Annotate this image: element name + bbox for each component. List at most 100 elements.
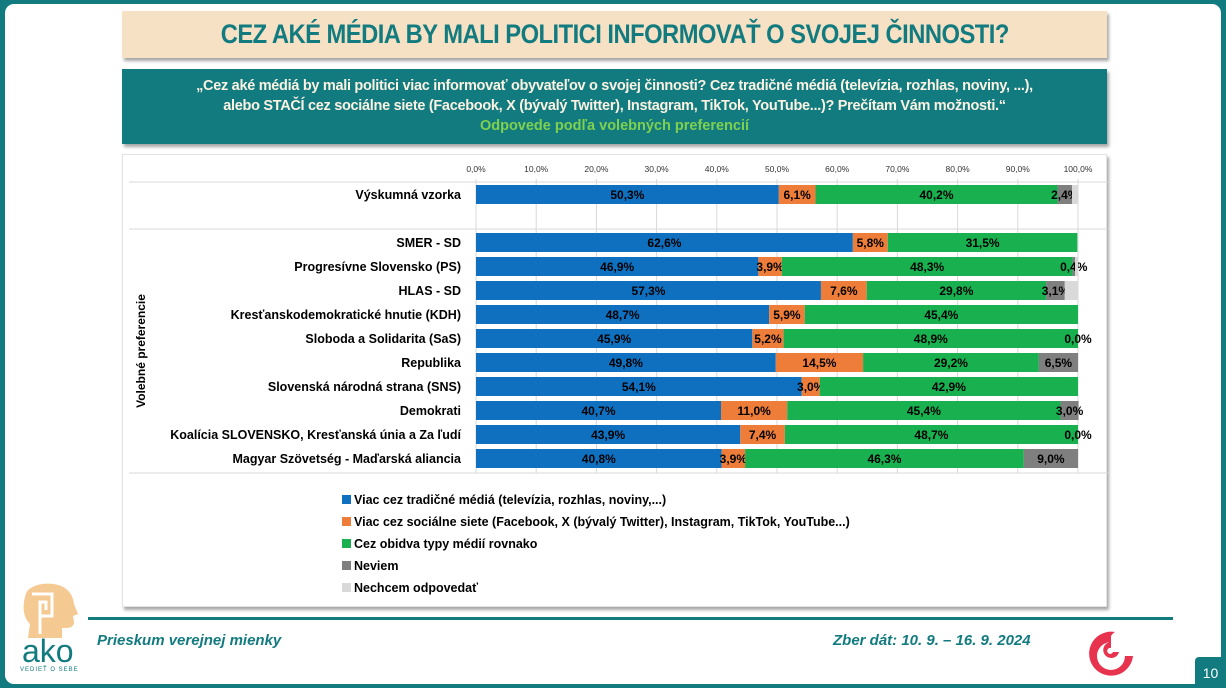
bar-segment bbox=[721, 449, 746, 468]
category-label: Slovenská národná strana (SNS) bbox=[268, 380, 461, 394]
bar-segment bbox=[476, 329, 753, 348]
data-label: 45,4% bbox=[924, 308, 958, 322]
x-tick-label: 90,0% bbox=[1006, 164, 1031, 174]
data-label: 49,8% bbox=[609, 356, 643, 370]
stacked-bar-chart: 0,0% 10,0% 20,0% 30,0% 40,0% 50,0% 60,0% 70,0% 8… bbox=[129, 164, 1108, 595]
data-label: 7,4% bbox=[749, 428, 777, 442]
bar-segment bbox=[740, 425, 785, 444]
category-label: Výskumná vzorka bbox=[355, 188, 462, 202]
ako-tagline: VEDIEŤ O SEBE bbox=[20, 667, 79, 673]
page-number: 10 bbox=[1195, 657, 1226, 688]
legend-swatch bbox=[342, 561, 351, 570]
footer-data-collection-date: Zber dát: 10. 9. – 16. 9. 2024 bbox=[833, 632, 1031, 649]
category-label: Sloboda a Solidarita (SaS) bbox=[305, 332, 461, 346]
bar-segment bbox=[775, 353, 864, 372]
question-line-1: „Cez aké médiá by mali politici viac inf… bbox=[196, 78, 1033, 94]
bar-segment bbox=[476, 233, 853, 252]
data-label: 29,8% bbox=[939, 284, 973, 298]
legend-swatch bbox=[342, 583, 351, 592]
footer-divider bbox=[88, 617, 1173, 620]
bar-segment bbox=[1064, 281, 1078, 300]
bar-segment bbox=[476, 425, 741, 444]
chart-panel: 0,0% 10,0% 20,0% 30,0% 40,0% 50,0% 60,0% 70,0% 8… bbox=[122, 154, 1108, 607]
data-label: 29,2% bbox=[934, 356, 968, 370]
title-banner: CEZ AKÉ MÉDIA BY MALI POLITICI INFORMOVA… bbox=[122, 11, 1107, 58]
x-tick-label: 100,0% bbox=[1064, 164, 1093, 174]
legend-swatch bbox=[342, 517, 351, 526]
bar-segment bbox=[476, 281, 821, 300]
data-label: 42,9% bbox=[932, 380, 966, 394]
category-label: Koalícia SLOVENSKO, Kresťanská únia a Za… bbox=[170, 428, 461, 442]
bar-segment bbox=[758, 257, 782, 276]
bar-segment bbox=[1046, 281, 1065, 300]
data-label: 3,9% bbox=[720, 452, 748, 466]
bar-segment bbox=[1077, 233, 1078, 252]
bar-segment bbox=[476, 449, 722, 468]
data-label: 7,6% bbox=[830, 284, 858, 298]
data-label: 50,3% bbox=[610, 188, 644, 202]
data-label: 0,0% bbox=[1064, 332, 1092, 346]
data-label: 45,4% bbox=[907, 404, 941, 418]
data-label: 3,1% bbox=[1042, 284, 1070, 298]
bar-segment bbox=[804, 305, 1078, 324]
bar-segment bbox=[1071, 185, 1078, 204]
data-label: 14,5% bbox=[802, 356, 836, 370]
legend-label: Nechcem odpovedať bbox=[354, 581, 478, 595]
data-label: 3,9% bbox=[756, 260, 784, 274]
data-label: 9,0% bbox=[1037, 452, 1065, 466]
bar-segment bbox=[476, 401, 722, 420]
footer-survey-label: Prieskum verejnej mienky bbox=[97, 632, 282, 649]
data-label: 0,4% bbox=[1060, 260, 1088, 274]
data-label: 40,2% bbox=[920, 188, 954, 202]
data-label: 6,5% bbox=[1045, 356, 1073, 370]
x-tick-label: 50,0% bbox=[765, 164, 790, 174]
category-label: Demokrati bbox=[400, 404, 461, 418]
x-tick-label: 80,0% bbox=[946, 164, 971, 174]
x-tick-label: 70,0% bbox=[885, 164, 910, 174]
data-label: 62,6% bbox=[647, 236, 681, 250]
question-subtitle: Odpovede podľa volebných preferencií bbox=[479, 118, 750, 134]
bar-segment bbox=[819, 377, 1078, 396]
data-label: 46,9% bbox=[600, 260, 634, 274]
data-label: 6,1% bbox=[783, 188, 811, 202]
legend-label: Neviem bbox=[354, 559, 398, 573]
data-label: 48,9% bbox=[914, 332, 948, 346]
data-label: 2,4% bbox=[1051, 188, 1079, 202]
bar-segment bbox=[1023, 449, 1078, 468]
bar-segment bbox=[783, 329, 1078, 348]
stv-logo-icon bbox=[1089, 631, 1133, 676]
legend-swatch bbox=[342, 539, 351, 548]
bar-segment bbox=[784, 425, 1078, 444]
data-label: 57,3% bbox=[631, 284, 665, 298]
x-tick-label: 40,0% bbox=[705, 164, 730, 174]
data-label: 3,0% bbox=[1056, 404, 1084, 418]
data-label: 48,7% bbox=[606, 308, 640, 322]
legend-label: Cez obidva typy médií rovnako bbox=[354, 537, 538, 551]
question-line-2: alebo STAČÍ cez sociálne siete (Facebook… bbox=[223, 98, 1006, 114]
legend-label: Viac cez tradičné médiá (televízia, rozh… bbox=[354, 493, 666, 507]
bar-segment bbox=[1060, 401, 1079, 420]
bar-segment bbox=[887, 233, 1078, 252]
bar-segment bbox=[801, 377, 820, 396]
data-label: 3,0% bbox=[797, 380, 825, 394]
bar-segment bbox=[866, 281, 1047, 300]
bar-segment bbox=[1072, 257, 1075, 276]
bar-segment bbox=[752, 329, 784, 348]
bar-segment bbox=[852, 233, 888, 252]
bar-segment bbox=[1074, 257, 1078, 276]
data-label: 54,1% bbox=[622, 380, 656, 394]
category-label: SMER - SD bbox=[396, 236, 461, 250]
data-label: 11,0% bbox=[737, 404, 771, 418]
category-label: Magyar Szövetség - Maďarská aliancia bbox=[232, 452, 462, 466]
data-label: 5,2% bbox=[754, 332, 782, 346]
data-label: 46,3% bbox=[867, 452, 901, 466]
bar-segment bbox=[476, 377, 802, 396]
bar-segment bbox=[721, 401, 788, 420]
data-label: 31,5% bbox=[966, 236, 1000, 250]
bar-segment bbox=[778, 185, 816, 204]
data-label: 48,7% bbox=[914, 428, 948, 442]
data-label: 40,7% bbox=[581, 404, 615, 418]
slide-title: CEZ AKÉ MÉDIA BY MALI POLITICI INFORMOVA… bbox=[220, 19, 1009, 49]
bar-segment bbox=[781, 257, 1073, 276]
bar-segment bbox=[1057, 185, 1072, 204]
